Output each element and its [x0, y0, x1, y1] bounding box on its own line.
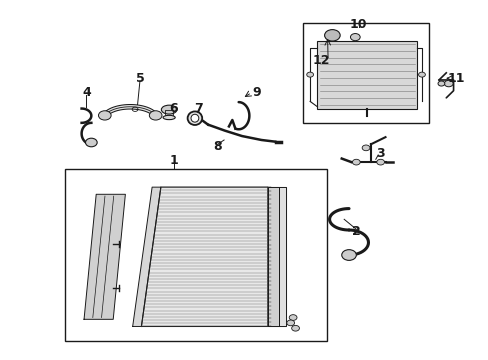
Circle shape [288, 315, 296, 320]
Polygon shape [84, 194, 125, 319]
Ellipse shape [191, 114, 199, 122]
Text: 10: 10 [349, 18, 367, 31]
Polygon shape [132, 187, 161, 327]
Polygon shape [267, 187, 278, 327]
Bar [302, 23, 428, 123]
Circle shape [437, 81, 444, 86]
Polygon shape [278, 187, 285, 327]
Polygon shape [141, 187, 267, 327]
Circle shape [291, 325, 299, 331]
Text: 1: 1 [169, 154, 178, 167]
Circle shape [341, 249, 356, 260]
Circle shape [149, 111, 162, 120]
Ellipse shape [163, 115, 175, 120]
Text: 5: 5 [135, 72, 144, 85]
Circle shape [444, 80, 452, 87]
Circle shape [98, 111, 111, 120]
Ellipse shape [187, 111, 202, 125]
Circle shape [306, 72, 313, 77]
Text: 9: 9 [252, 86, 261, 99]
Bar [64, 169, 326, 341]
Circle shape [286, 320, 294, 326]
Text: 7: 7 [194, 102, 202, 115]
Circle shape [376, 159, 384, 165]
Text: 8: 8 [213, 140, 222, 153]
Text: 6: 6 [169, 102, 178, 115]
Circle shape [85, 138, 97, 147]
Text: 3: 3 [376, 147, 384, 160]
Ellipse shape [161, 105, 177, 114]
Circle shape [324, 30, 340, 41]
Text: 2: 2 [351, 225, 360, 238]
Text: 4: 4 [82, 86, 91, 99]
Circle shape [350, 33, 360, 41]
Circle shape [418, 72, 425, 77]
Text: 11: 11 [447, 72, 464, 85]
Text: 12: 12 [312, 54, 329, 67]
Bar [317, 41, 416, 109]
Circle shape [362, 145, 369, 151]
Circle shape [352, 159, 360, 165]
